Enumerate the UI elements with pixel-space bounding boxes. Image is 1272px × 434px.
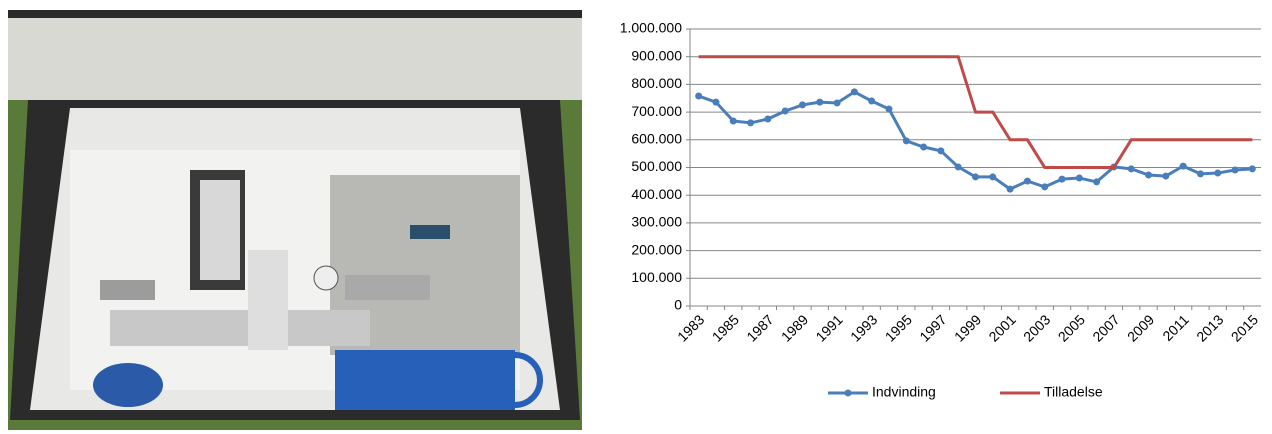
y-tick-label: 600.000 — [631, 131, 682, 147]
x-tick-label: 1985 — [709, 311, 742, 344]
y-tick-label: 0 — [674, 297, 682, 313]
x-tick-label: 2009 — [1124, 311, 1157, 344]
pipe — [110, 310, 370, 346]
data-point — [729, 117, 737, 125]
data-point — [798, 101, 806, 109]
data-point — [1006, 185, 1014, 193]
y-tick-label: 400.000 — [631, 186, 682, 202]
drive-front — [200, 180, 240, 280]
data-point — [1231, 166, 1239, 174]
y-tick-label: 900.000 — [631, 47, 682, 63]
x-tick-label: 2005 — [1055, 311, 1088, 344]
y-tick-label: 200.000 — [631, 241, 682, 257]
photo — [8, 10, 582, 430]
data-point — [989, 173, 997, 181]
data-point — [1093, 178, 1101, 186]
gauge — [313, 265, 339, 291]
y-tick-label: 500.000 — [631, 158, 682, 174]
data-point — [747, 119, 755, 127]
data-point — [712, 98, 720, 106]
x-tick-label: 1999 — [951, 311, 984, 344]
valve-right — [335, 350, 515, 410]
y-tick-label: 700.000 — [631, 103, 682, 119]
series-line — [698, 55, 1253, 169]
data-point — [781, 107, 789, 115]
y-tick-label: 100.000 — [631, 269, 682, 285]
data-point — [1214, 169, 1222, 177]
x-tick-label: 1983 — [674, 311, 707, 344]
data-point — [1196, 170, 1204, 178]
x-tick-label: 2015 — [1228, 311, 1261, 344]
flange-left — [100, 280, 155, 300]
flow-meter — [248, 250, 288, 350]
legend-label: Indvinding — [872, 384, 936, 400]
x-tick-label: 2011 — [1159, 311, 1192, 344]
buttons — [410, 225, 450, 239]
y-tick-label: 800.000 — [631, 75, 682, 91]
data-point — [1145, 171, 1153, 179]
legend-label: Tilladelse — [1044, 384, 1103, 400]
valve-wheel — [487, 352, 543, 408]
x-tick-label: 2007 — [1089, 311, 1122, 344]
data-point — [885, 105, 893, 113]
enclosure-lid — [8, 10, 582, 100]
x-tick-label: 2003 — [1020, 311, 1053, 344]
data-point — [937, 147, 945, 155]
flange-right — [345, 275, 430, 300]
data-point — [868, 97, 876, 105]
data-point — [1075, 174, 1083, 182]
x-tick-label: 2001 — [986, 311, 1019, 344]
data-point — [850, 88, 858, 96]
valve-left — [93, 363, 163, 407]
data-point — [833, 99, 841, 107]
legend-marker — [844, 389, 852, 397]
x-tick-label: 1997 — [916, 311, 949, 344]
x-tick-label: 1987 — [743, 311, 776, 344]
x-tick-label: 1995 — [882, 311, 915, 344]
x-tick-label: 1993 — [847, 311, 880, 344]
y-tick-label: 1.000.000 — [620, 20, 682, 36]
data-point — [1162, 172, 1170, 180]
data-point — [902, 137, 910, 145]
x-tick-label: 2013 — [1193, 311, 1226, 344]
data-point — [1058, 175, 1066, 183]
data-point — [954, 163, 962, 171]
x-tick-label: 1989 — [778, 311, 811, 344]
data-point — [1179, 162, 1187, 170]
data-point — [1127, 165, 1135, 173]
data-point — [816, 98, 824, 106]
data-point — [920, 143, 928, 151]
data-point — [764, 115, 772, 123]
data-point — [972, 173, 979, 181]
y-tick-label: 300.000 — [631, 214, 682, 230]
data-point — [1041, 183, 1049, 191]
data-point — [695, 92, 703, 100]
data-point — [1023, 177, 1031, 185]
data-point — [1248, 165, 1256, 173]
lid-edge — [8, 10, 582, 18]
x-tick-label: 1991 — [812, 311, 845, 344]
